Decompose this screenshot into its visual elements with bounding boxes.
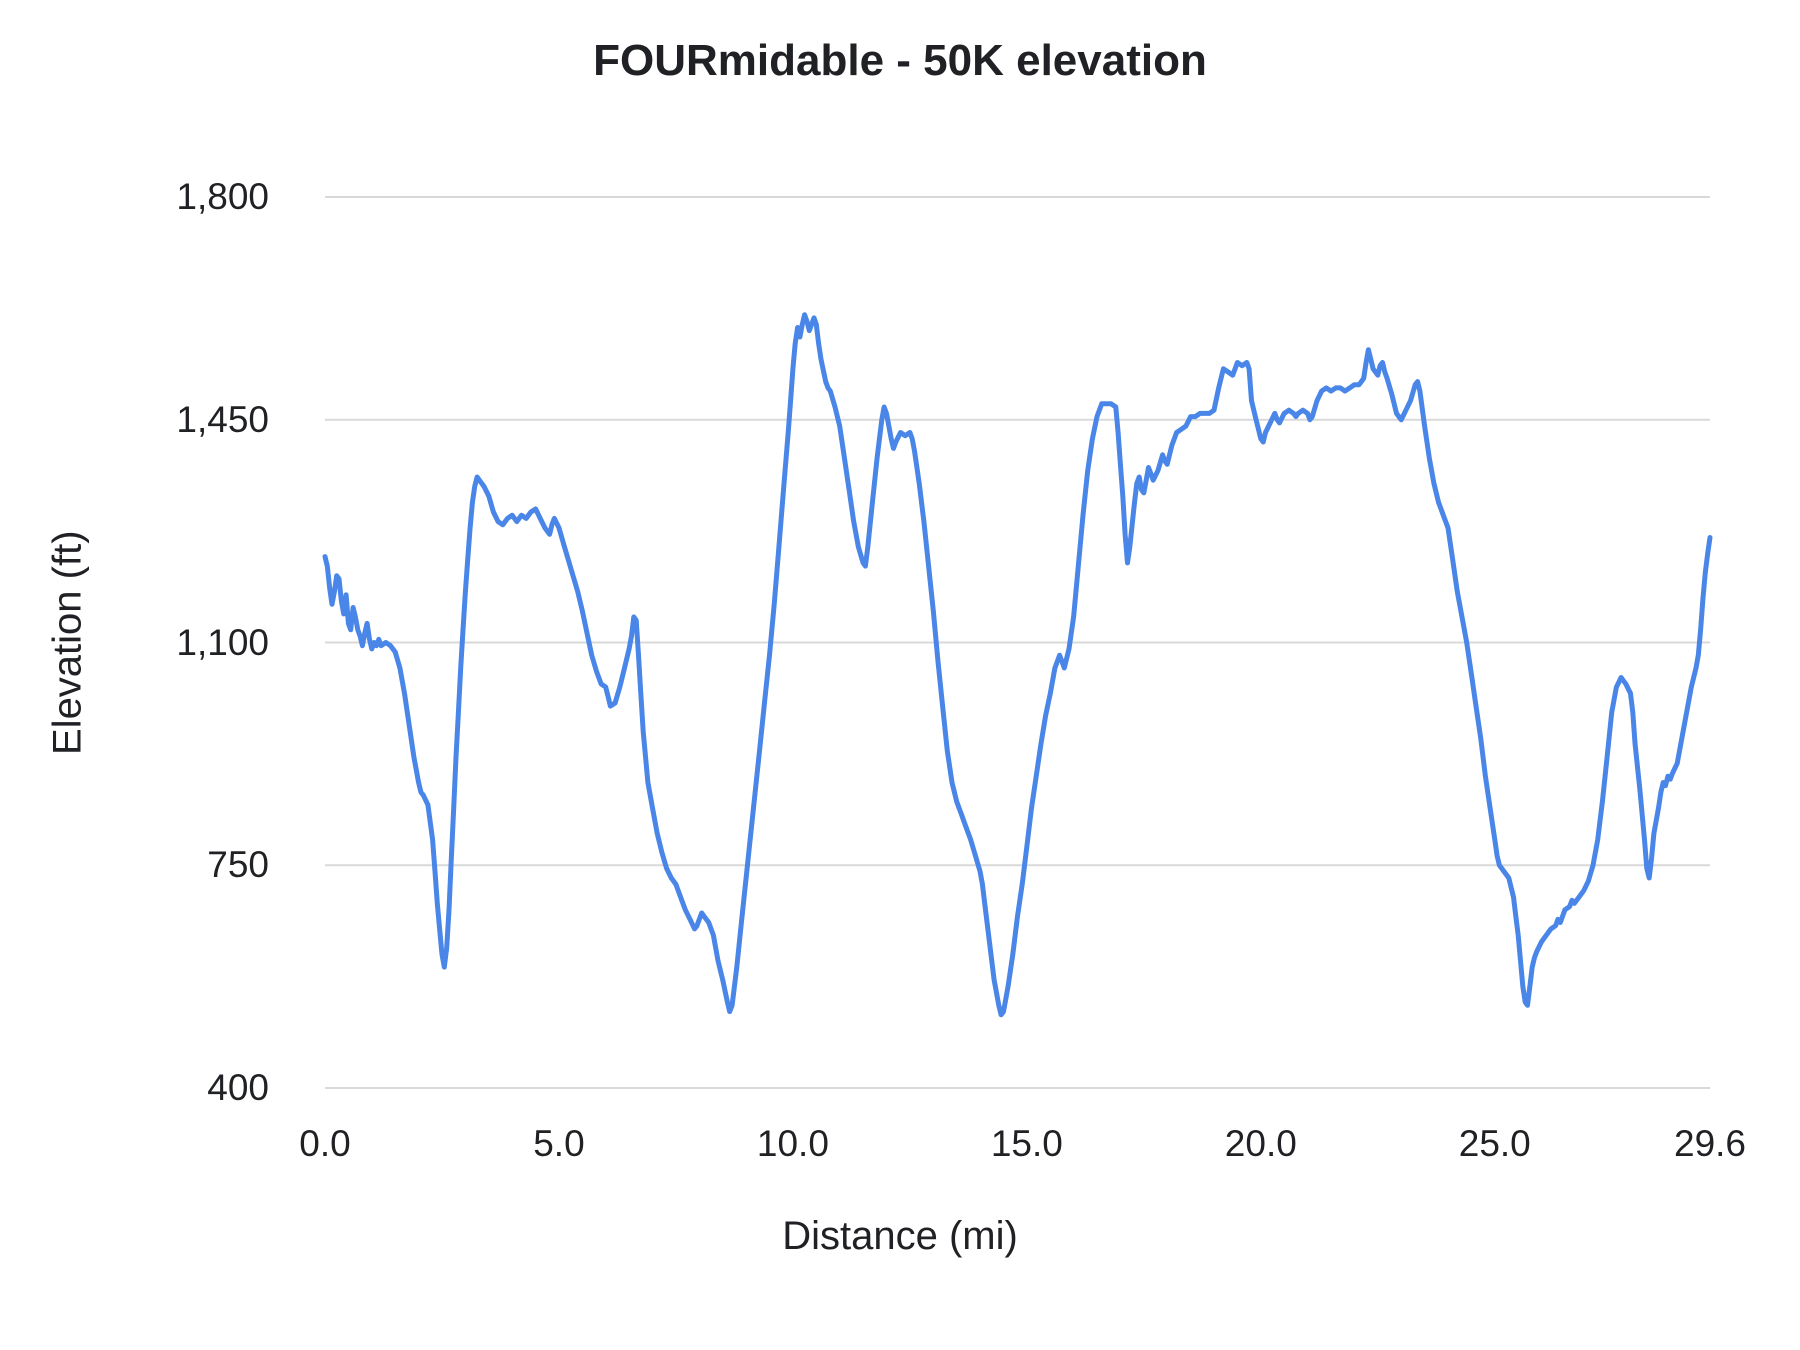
x-axis-title: Distance (mi) bbox=[782, 1214, 1018, 1258]
y-tick-label: 1,450 bbox=[176, 398, 269, 440]
x-tick-label: 0.0 bbox=[299, 1123, 351, 1164]
y-axis-tick-labels: 400 750 1,100 1,450 1,800 bbox=[0, 176, 297, 1108]
y-tick-label: 750 bbox=[207, 844, 269, 886]
x-tick-label: 15.0 bbox=[990, 1123, 1063, 1164]
x-tick-label: 29.6 bbox=[1673, 1123, 1747, 1164]
elevation-series-line bbox=[322, 312, 1713, 1018]
y-tick-label: 1,100 bbox=[176, 621, 269, 663]
x-axis-tick-labels: 0.0 5.0 10.0 15.0 20.0 25.0 29.6 bbox=[299, 1088, 1746, 1168]
x-tick-label: 25.0 bbox=[1458, 1123, 1531, 1164]
x-tick-label: 5.0 bbox=[533, 1123, 585, 1164]
y-tick-label: 1,800 bbox=[176, 176, 269, 217]
x-tick-label: 10.0 bbox=[756, 1123, 829, 1164]
y-tick-label: 400 bbox=[207, 1067, 269, 1108]
x-tick-label: 20.0 bbox=[1224, 1123, 1297, 1164]
plot-area bbox=[322, 196, 1713, 1089]
chart-title: FOURmidable - 50K elevation bbox=[593, 36, 1207, 85]
elevation-line-chart bbox=[322, 196, 1713, 1089]
